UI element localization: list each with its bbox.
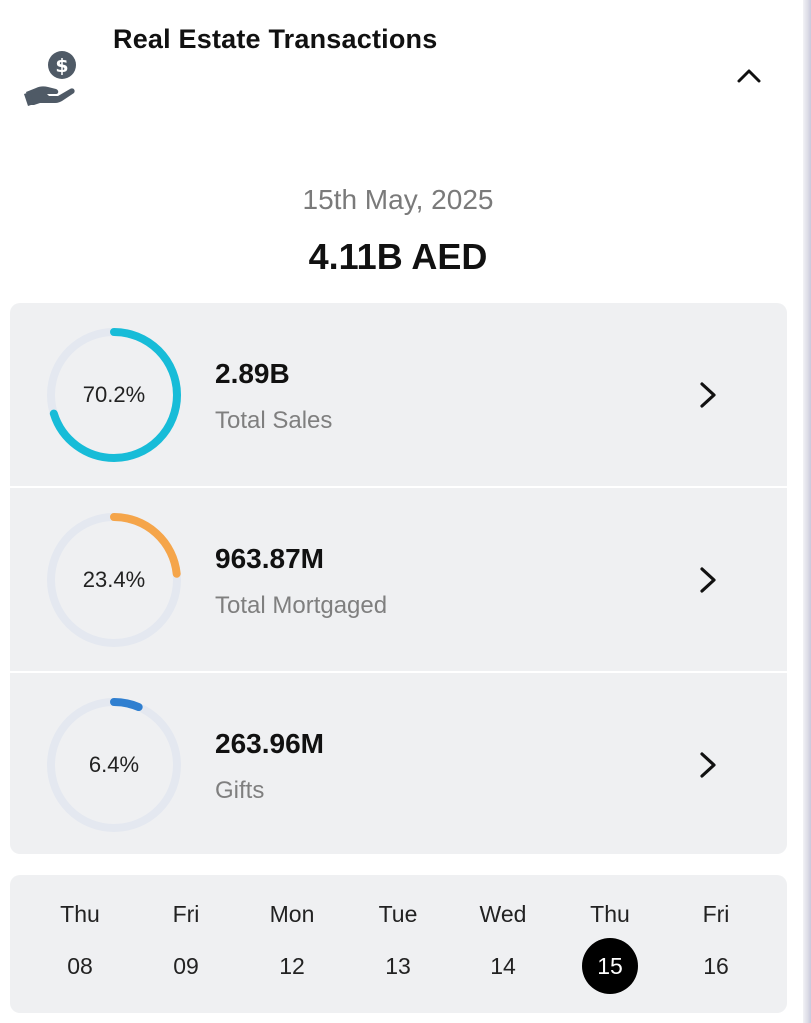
day-name: Wed [479, 901, 527, 927]
day-item[interactable]: Thu 15 [565, 875, 655, 1013]
progress-ring [47, 698, 181, 832]
day-name: Fri [702, 901, 730, 927]
day-number: 08 [67, 953, 93, 979]
day-number: 09 [173, 953, 199, 979]
breakdown-row-total-mortgaged[interactable]: 23.4% 963.87M Total Mortgaged [10, 486, 787, 671]
summary-total: 4.11B AED [308, 236, 488, 277]
progress-ring [47, 328, 181, 462]
day-item[interactable]: Wed 14 [458, 875, 548, 1013]
day-number: 16 [703, 953, 729, 979]
day-item[interactable]: Fri 09 [141, 875, 231, 1013]
day-name: Fri [172, 901, 200, 927]
percent-label: 70.2% [82, 382, 146, 407]
day-item[interactable]: Mon 12 [247, 875, 337, 1013]
percent-label: 23.4% [82, 567, 146, 592]
day-item[interactable]: Fri 16 [671, 875, 761, 1013]
breakdown-list: 70.2% 2.89B Total Sales 23.4% 963.87M To… [10, 303, 787, 854]
day-name: Thu [60, 901, 100, 927]
chevron-right-icon [700, 752, 716, 778]
edge-shadow [803, 0, 811, 1023]
day-item[interactable]: Tue 13 [353, 875, 443, 1013]
breakdown-row-total-sales[interactable]: 70.2% 2.89B Total Sales [10, 303, 787, 486]
day-name: Tue [378, 901, 418, 927]
row-value: 2.89B [215, 358, 290, 389]
summary-date: 15th May, 2025 [302, 184, 494, 215]
day-number: 14 [490, 953, 516, 979]
day-number: 13 [385, 953, 411, 979]
day-number: 15 [582, 938, 638, 994]
collapse-button[interactable] [728, 58, 770, 94]
chevron-right-icon [700, 382, 716, 408]
breakdown-row-gifts[interactable]: 6.4% 263.96M Gifts [10, 671, 787, 854]
row-label: Gifts [215, 777, 265, 804]
chevron-right-icon [700, 567, 716, 593]
row-label: Total Sales [215, 407, 333, 434]
percent-label: 6.4% [88, 752, 140, 777]
date-selector: Thu 08 Fri 09 Mon 12 Tue 13 Wed 14 Thu 1… [10, 875, 787, 1013]
chevron-up-icon [737, 69, 761, 83]
hand-dollar-icon: $ [22, 48, 82, 106]
day-number: 12 [279, 953, 305, 979]
row-value: 263.96M [215, 728, 324, 759]
panel-title: Real Estate Transactions [113, 24, 438, 54]
day-name: Mon [269, 901, 315, 927]
panel-header[interactable]: $ Real Estate Transactions [0, 0, 800, 130]
progress-ring [47, 513, 181, 647]
row-label: Total Mortgaged [215, 592, 388, 619]
svg-text:$: $ [55, 55, 68, 77]
day-name: Thu [590, 901, 630, 927]
row-value: 963.87M [215, 543, 324, 574]
day-item[interactable]: Thu 08 [35, 875, 125, 1013]
